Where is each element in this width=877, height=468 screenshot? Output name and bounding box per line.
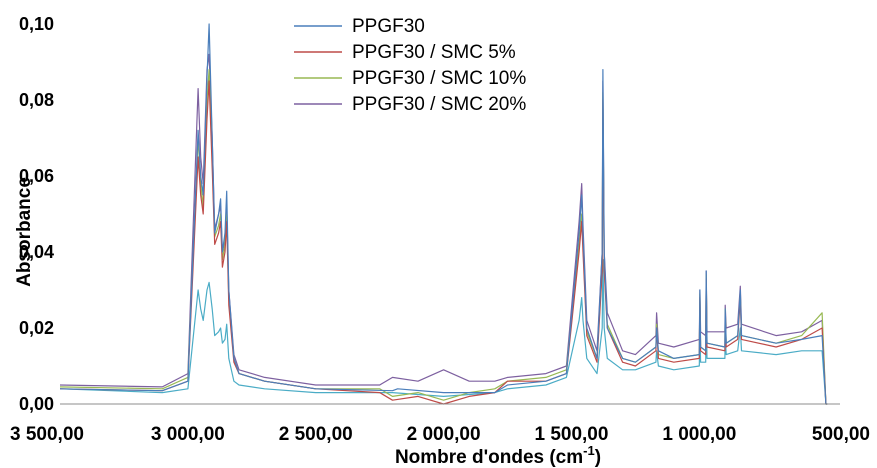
x-tick-label: 500,00 bbox=[812, 424, 870, 445]
y-tick-label: 0,06 bbox=[19, 166, 54, 186]
x-axis-title: Nombre d'ondes (cm-1) bbox=[395, 443, 601, 468]
tick-layer: 0,00 0,02 0,04 0,06 0,08 0,10 3 500,00 3 000,00… bbox=[10, 14, 870, 445]
x-tick-label: 1 000,00 bbox=[662, 424, 736, 445]
y-tick-label: 0,00 bbox=[19, 394, 54, 414]
y-axis-title: Absorbance bbox=[14, 177, 35, 287]
legend-label: PPGF30 bbox=[352, 16, 425, 37]
series-line-2 bbox=[59, 68, 828, 405]
x-tick-label: 1 500,00 bbox=[534, 424, 608, 445]
y-tick-label: 0,02 bbox=[19, 318, 54, 338]
x-tick-label: 2 000,00 bbox=[407, 424, 481, 445]
series-line-1 bbox=[59, 80, 828, 405]
x-tick-label: 3 500,00 bbox=[10, 424, 84, 445]
x-tick-label: 3 000,00 bbox=[151, 424, 225, 445]
y-tick-label: 0,04 bbox=[19, 242, 54, 262]
legend: PPGF30 PPGF30 / SMC 5% PPGF30 / SMC 10% PPG… bbox=[294, 16, 526, 115]
x-tick-label: 2 500,00 bbox=[279, 424, 353, 445]
legend-label: PPGF30 / SMC 10% bbox=[352, 68, 526, 89]
legend-label: PPGF30 / SMC 5% bbox=[352, 42, 516, 63]
x-axis-title-end: ) bbox=[595, 447, 601, 468]
series-layer bbox=[59, 23, 828, 405]
x-axis-title-superscript: -1 bbox=[583, 443, 595, 458]
y-tick-label: 0,08 bbox=[19, 90, 54, 110]
series-line-0 bbox=[59, 23, 828, 405]
x-axis-title-main: Nombre d'ondes (cm bbox=[395, 447, 583, 468]
y-tick-label: 0,10 bbox=[19, 14, 54, 34]
legend-label: PPGF30 / SMC 20% bbox=[352, 94, 526, 115]
